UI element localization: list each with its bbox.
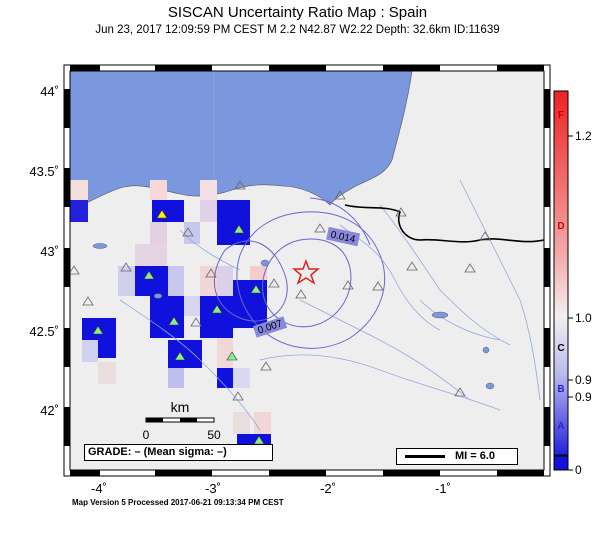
station-triangles xyxy=(70,180,491,401)
colorbar-value-0: 0 xyxy=(575,463,582,477)
scale-tick-0: 0 xyxy=(143,428,150,442)
lat-label-44: 44˚ xyxy=(40,84,59,99)
mi-legend-text: MI = 6.0 xyxy=(455,450,496,462)
lat-label-43: 43˚ xyxy=(40,244,59,259)
longitude-labels: -4˚ -3˚ -2˚ -1˚ xyxy=(91,481,451,496)
grade-legend: GRADE: – (Mean sigma: –) xyxy=(84,444,273,461)
contour-lines xyxy=(213,197,386,349)
bay-of-biscay xyxy=(70,71,413,211)
scale-tick-50: 50 xyxy=(207,428,221,442)
map-title: SISCAN Uncertainty Ratio Map : Spain xyxy=(167,4,428,21)
lakes xyxy=(92,243,495,390)
lon-label--4: -4˚ xyxy=(91,481,107,496)
scale-bar: km 0 50 xyxy=(143,399,221,442)
lat-label-43.5: 43.5˚ xyxy=(29,164,59,179)
lon-label--2: -2˚ xyxy=(320,481,336,496)
rivers xyxy=(119,179,541,431)
grade-label-B: B xyxy=(557,384,564,395)
epicenter-star xyxy=(291,258,321,285)
contour-label-0.014: 0.014 xyxy=(326,226,361,247)
grade-label-A: A xyxy=(557,421,564,432)
station-triangles-filled xyxy=(92,209,265,445)
colorbar-value-0.9a: 0.9 xyxy=(575,373,592,387)
map-version-footer: Map Version 5 Processed 2017-06-21 09:13… xyxy=(72,498,284,507)
grade-label-D: D xyxy=(557,221,564,232)
latitude-labels: 44˚ 43.5˚ 43˚ 42.5˚ 42˚ xyxy=(29,84,59,418)
mi-line-symbol xyxy=(405,455,445,458)
scale-unit: km xyxy=(171,399,190,415)
grade-label-F: F xyxy=(558,110,564,121)
contour-label-0.014-text: 0.014 xyxy=(330,230,357,246)
france-border xyxy=(344,204,544,243)
lon-label--1: -1˚ xyxy=(435,481,451,496)
map-frame xyxy=(63,64,551,477)
lon-label--3: -3˚ xyxy=(205,481,221,496)
colorbar-value-1.0: 1.0 xyxy=(575,311,592,325)
grade-legend-text: GRADE: – (Mean sigma: –) xyxy=(88,446,227,458)
map-area: 0.014 0.007 xyxy=(70,71,544,470)
lat-label-42.5: 42.5˚ xyxy=(29,324,59,339)
grade-label-C: C xyxy=(557,343,564,354)
colorbar-value-1.2: 1.2 xyxy=(575,129,592,143)
colorbar-value-0.9b: 0.9 xyxy=(575,390,592,404)
mi-legend: MI = 6.0 xyxy=(396,448,518,465)
event-info: Jun 23, 2017 12:09:59 PM CEST M 2.2 N42.… xyxy=(95,24,500,36)
lat-label-42: 42˚ xyxy=(40,403,59,418)
colorbar: F D C B A 1.2 1.0 0.9 0.9 0 xyxy=(553,90,592,477)
